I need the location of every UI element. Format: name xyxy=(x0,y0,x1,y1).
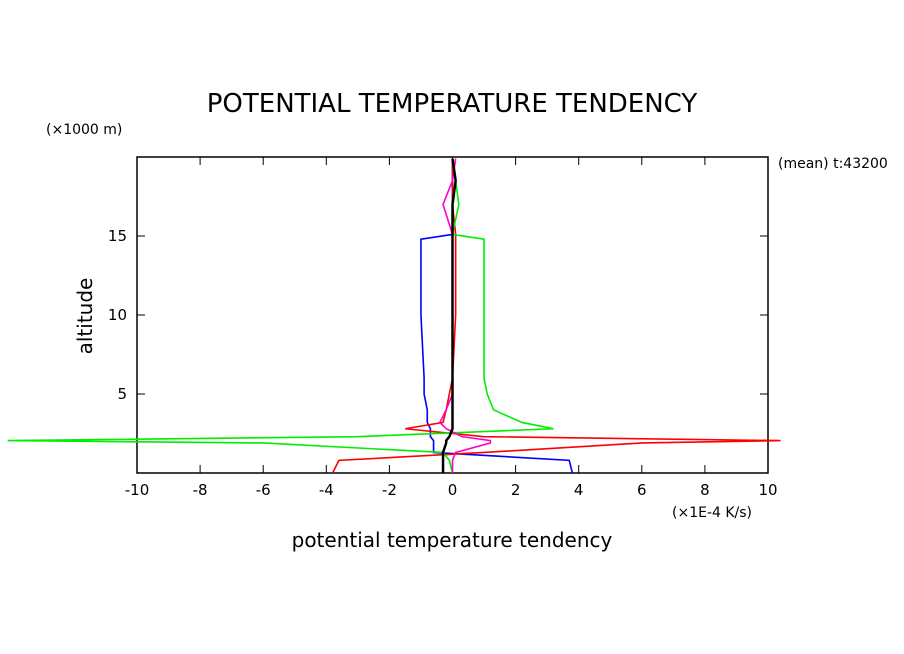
x-tick-label: -2 xyxy=(382,481,397,499)
x-tick-label: 4 xyxy=(574,481,584,499)
y-unit: (×1000 m) xyxy=(46,122,122,138)
x-tick-label: -6 xyxy=(256,481,271,499)
x-tick-label: 10 xyxy=(758,481,777,499)
y-tick-label: 15 xyxy=(108,227,127,245)
x-tick-label: 2 xyxy=(511,481,521,499)
y-tick-label: 10 xyxy=(108,306,127,324)
profile-line xyxy=(7,158,554,474)
x-tick-label: -10 xyxy=(125,481,150,499)
annotation: (mean) t:43200 xyxy=(778,156,888,172)
profile-line xyxy=(441,158,457,473)
y-axis-label: altitude xyxy=(73,278,97,355)
x-tick-label: -8 xyxy=(193,481,208,499)
x-tick-label: 6 xyxy=(637,481,647,499)
x-tick-label: -4 xyxy=(319,481,334,499)
x-tick-label: 0 xyxy=(448,481,458,499)
chart-title: POTENTIAL TEMPERATURE TENDENCY xyxy=(207,89,698,119)
profile-line xyxy=(438,158,492,473)
x-tick-label: 8 xyxy=(700,481,710,499)
x-unit: (×1E-4 K/s) xyxy=(672,505,752,521)
x-axis-label: potential temperature tendency xyxy=(292,528,613,552)
profile-line xyxy=(331,158,781,474)
y-tick-label: 5 xyxy=(117,385,127,403)
